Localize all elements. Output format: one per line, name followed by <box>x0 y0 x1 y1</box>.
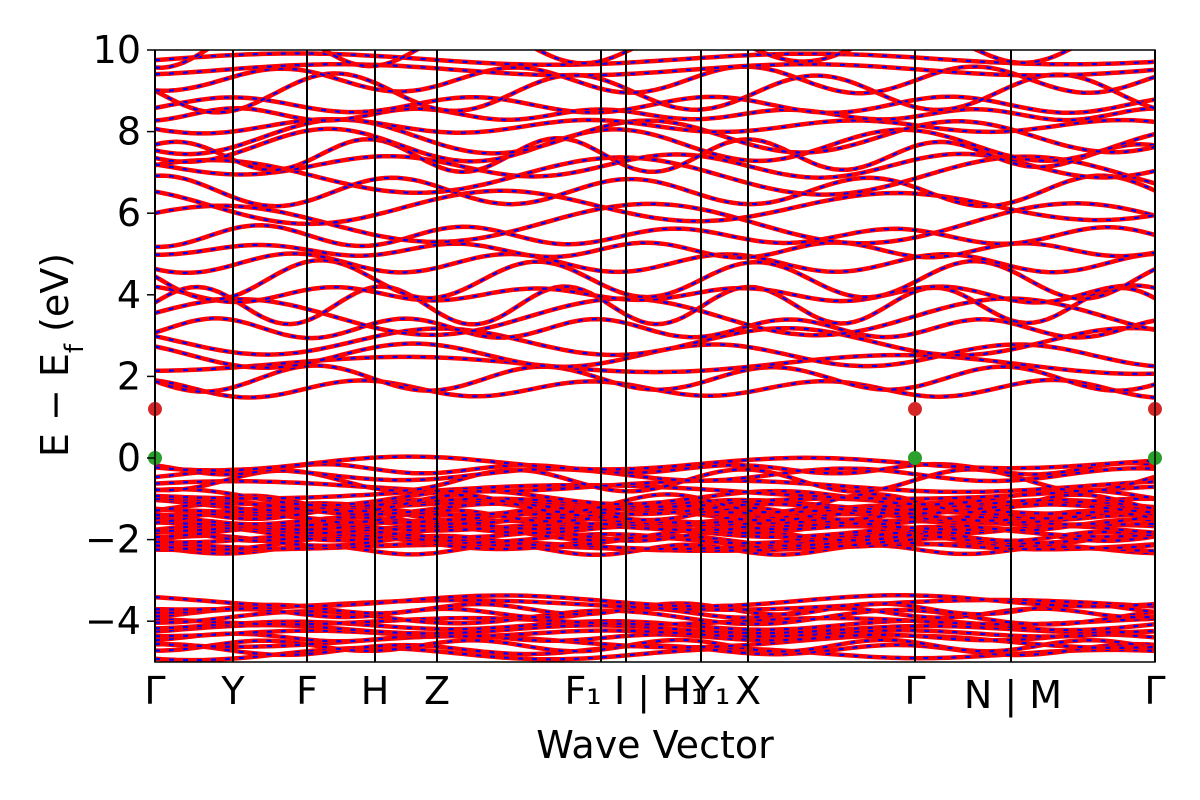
band-line-9 <box>155 607 1155 627</box>
y-tick-label-7: 10 <box>93 28 141 72</box>
x-tick-label-7: Y₁ <box>691 669 730 713</box>
band-line-16 <box>155 539 1155 552</box>
band-line-73 <box>155 50 1074 70</box>
plot-frame <box>154 49 1156 663</box>
band-dash-55 <box>155 252 1155 274</box>
x-tick-label-4: Z <box>424 669 450 713</box>
band-dash-53 <box>155 284 1155 304</box>
band-dash-59 <box>155 189 1155 226</box>
band-dash-49 <box>155 327 1155 357</box>
band-line-44 <box>155 454 1155 473</box>
band-dash-64 <box>155 127 1155 163</box>
band-dash-68 <box>155 95 1155 114</box>
y-tick-label-6: 8 <box>117 110 141 154</box>
band-line-36 <box>155 501 1155 517</box>
band-dash-70 <box>155 65 1155 95</box>
y-tick-label-0: −4 <box>85 599 141 643</box>
band-line-71 <box>155 61 1155 78</box>
band-dash-60 <box>155 174 1155 208</box>
y-tick-label-1: −2 <box>85 518 141 562</box>
bands-group <box>155 50 1155 662</box>
band-dash-52 <box>155 285 1155 326</box>
band-dash-46 <box>155 364 1155 393</box>
band-line-38 <box>155 486 1155 508</box>
band-line-5 <box>155 628 1155 639</box>
band-dash-54 <box>155 259 1155 301</box>
band-dash-57 <box>155 224 1155 248</box>
x-tick-label-11: Γ <box>1144 669 1165 713</box>
cbm-marker-1 <box>908 402 922 417</box>
vbm-marker-1 <box>908 451 922 465</box>
x-tick-label-6: I | H₁ <box>614 669 706 714</box>
band-dash-50 <box>155 317 1155 340</box>
band-dash-61 <box>155 155 1155 196</box>
band-dash-67 <box>155 107 1155 122</box>
y-tick-label-5: 6 <box>117 191 141 235</box>
y-tick-label-4: 4 <box>117 273 141 317</box>
x-tick-label-2: F <box>296 669 318 713</box>
y-axis: −4 −2 0 2 4 6 8 10 <box>85 28 155 643</box>
x-tick-label-8: X <box>735 669 761 713</box>
x-tick-label-1: Y <box>220 669 245 713</box>
x-tick-label-5: F₁ <box>564 669 601 713</box>
y-axis-label: E − Ef (eV) <box>33 253 90 457</box>
x-axis-label: Wave Vector <box>536 723 774 767</box>
y-tick-label-2: 0 <box>117 436 141 480</box>
x-tick-label-0: Γ <box>144 669 165 713</box>
band-line-4 <box>155 631 1155 644</box>
band-dash-56 <box>155 241 1155 259</box>
x-tick-label-9: Γ <box>904 669 925 713</box>
plot-area <box>148 49 1162 663</box>
y-axis-label-subscript: f <box>60 343 90 353</box>
band-line-42 <box>155 466 1155 484</box>
band-line-72 <box>155 51 1155 68</box>
x-tick-label-3: H <box>361 669 390 713</box>
y-tick-label-3: 2 <box>117 354 141 398</box>
band-line-8 <box>155 615 1155 627</box>
band-line-2 <box>155 637 1155 654</box>
x-tick-label-10: N | M <box>964 673 1062 718</box>
band-line-6 <box>155 622 1155 636</box>
band-line-13 <box>155 593 1155 609</box>
band-dash-63 <box>155 137 1155 174</box>
band-line-40 <box>155 478 1155 495</box>
